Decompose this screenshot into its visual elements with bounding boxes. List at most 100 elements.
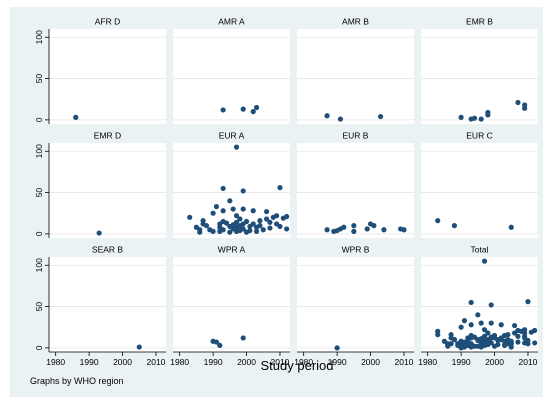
data-point [511, 322, 518, 329]
data-point [240, 335, 246, 341]
data-point [488, 320, 494, 326]
data-point [284, 226, 290, 232]
x-tick-label: 1980 [294, 357, 313, 367]
data-point [461, 318, 468, 324]
data-point [515, 333, 521, 339]
data-point [230, 206, 236, 212]
facet-strip [173, 241, 290, 257]
data-point [240, 206, 246, 212]
facet-strip [297, 127, 414, 143]
plot-area [49, 29, 166, 124]
data-point [250, 221, 256, 227]
y-tick-label: 100 [34, 258, 44, 272]
data-point [435, 218, 441, 224]
plot-area [297, 29, 414, 124]
graphs-by-note: Graphs by WHO region [30, 376, 124, 386]
data-point [257, 223, 263, 229]
data-point [210, 228, 216, 234]
plot-area [49, 257, 166, 352]
data-point [210, 210, 216, 216]
data-point [515, 339, 521, 345]
data-point [488, 340, 494, 346]
data-point [240, 226, 246, 232]
data-point [267, 225, 273, 231]
facet-panel: WPR A 1980 1990 2000 2010 [170, 241, 290, 367]
facet-panel: EMR D 0 50 100 [34, 127, 166, 238]
data-point [481, 333, 488, 339]
x-tick-label: 2000 [113, 357, 132, 367]
data-point [508, 344, 514, 350]
plot-area [297, 257, 414, 352]
facet-strip [173, 127, 290, 143]
data-point [532, 327, 538, 334]
facet-strip [49, 241, 166, 257]
facet-title: AMR A [218, 17, 245, 27]
data-point [233, 213, 240, 219]
plot-area [421, 29, 538, 124]
data-point [264, 216, 270, 222]
x-axis-label: Study period [261, 358, 334, 373]
facet-panel: WPR B 1980 1990 2000 2010 [294, 241, 414, 367]
y-tick-label: 0 [34, 231, 44, 236]
data-point [260, 227, 266, 233]
plot-area [297, 143, 414, 238]
facet-title: EMR B [466, 17, 493, 27]
plot-area [173, 257, 290, 352]
facet-panel: Total 1980 1990 2000 2010 [418, 241, 538, 367]
facet-title: Total [471, 245, 489, 255]
data-point [277, 185, 283, 191]
facet-panel: EUR B [297, 127, 414, 238]
data-point [468, 299, 474, 306]
data-point [220, 227, 226, 233]
data-point [253, 104, 260, 111]
data-point [485, 330, 491, 336]
facet-panel: AMR B [297, 13, 414, 124]
facet-title: SEAR B [92, 245, 124, 255]
data-point [250, 208, 256, 214]
data-point [253, 228, 260, 234]
plot-area [49, 143, 166, 238]
data-point [451, 337, 458, 343]
data-point [475, 312, 481, 318]
data-point [505, 332, 511, 338]
x-tick-label: 2010 [395, 357, 414, 367]
facet-strip [49, 127, 166, 143]
data-point [250, 109, 256, 115]
y-tick-label: 0 [34, 117, 44, 122]
facet-title: WPR A [218, 245, 246, 255]
facet-title: EUR B [343, 131, 369, 141]
facet-panel: EMR B [421, 13, 538, 124]
y-tick-label: 100 [34, 144, 44, 158]
plot-area [421, 143, 538, 238]
data-point [197, 229, 203, 235]
data-point [478, 320, 484, 326]
x-tick-label: 1990 [80, 357, 99, 367]
data-point [525, 341, 531, 347]
data-point [220, 208, 226, 214]
data-point [337, 116, 344, 122]
data-point [277, 223, 283, 230]
data-point [498, 322, 504, 328]
data-point [220, 185, 226, 192]
x-tick-label: 1980 [170, 357, 189, 367]
facet-strip [297, 241, 414, 257]
data-point [515, 99, 521, 106]
facet-strip [421, 13, 538, 29]
facet-strip [421, 241, 538, 257]
data-point [377, 113, 384, 120]
facet-title: EUR A [219, 131, 245, 141]
data-point [187, 214, 193, 220]
facet-strip [297, 13, 414, 29]
data-point [243, 218, 250, 225]
y-tick-label: 0 [34, 345, 44, 350]
facet-panel: SEAR B 0 50 100 1980 1990 2000 2010 [34, 241, 166, 367]
x-tick-label: 1990 [452, 357, 471, 367]
data-point [485, 109, 491, 116]
data-point [217, 342, 223, 348]
data-point [341, 224, 347, 230]
facet-title: EMR D [94, 131, 121, 141]
data-point [223, 220, 230, 226]
facet-strip [421, 127, 538, 143]
facet-panels: AFR D 0 50 100 AMR A AMR B EMR B EMR D 0 50 100 EUR… [34, 13, 538, 367]
facet-panel: EUR C [421, 127, 538, 238]
